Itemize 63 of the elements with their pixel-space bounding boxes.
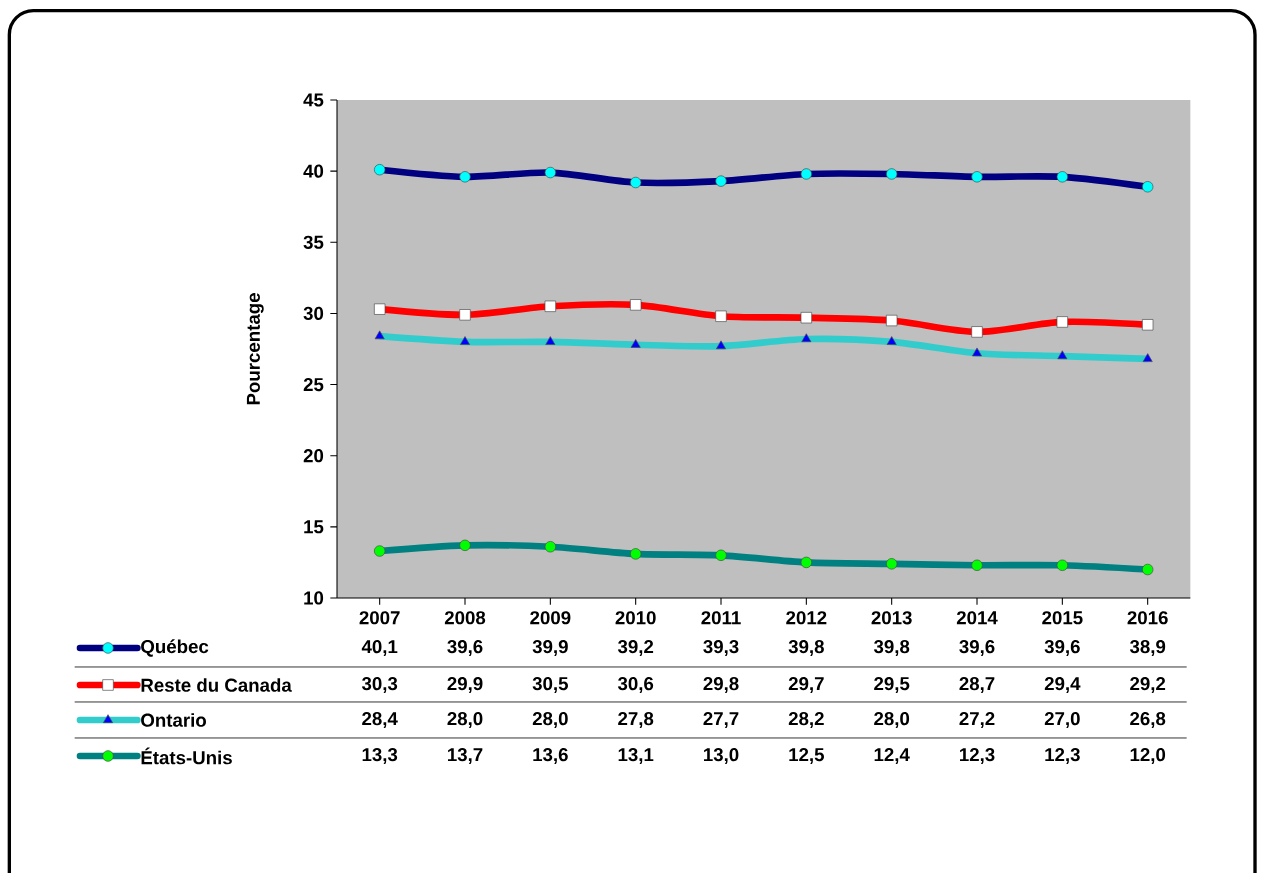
y-tick-label: 45: [303, 93, 324, 107]
data-label: 39,9: [532, 640, 568, 656]
data-label: 30,3: [361, 677, 398, 693]
data-label: 30,6: [617, 677, 654, 693]
data-label: 12,4: [874, 748, 910, 764]
data-label: 13,1: [618, 748, 654, 764]
legend-label: Reste du Canada: [141, 678, 292, 692]
y-tick-label: 20: [303, 449, 324, 463]
x-tick-label: 2010: [615, 611, 656, 625]
data-label: 29,2: [1130, 677, 1166, 693]
legend-label: États-Unis: [141, 747, 232, 765]
x-tick-label: 2012: [786, 611, 827, 625]
data-label: 39,8: [873, 640, 910, 656]
data-label: 12,0: [1130, 748, 1166, 764]
legend-label: Québec: [141, 639, 209, 657]
data-label: 28,0: [532, 712, 568, 728]
data-label: 39,3: [703, 640, 739, 656]
data-label: 27,0: [1044, 712, 1080, 728]
data-label: 39,8: [788, 640, 824, 656]
x-tick-label: 2008: [444, 611, 486, 625]
data-label: 39,6: [1044, 640, 1080, 656]
data-label: 28,7: [959, 677, 995, 693]
y-axis-title: Pourcentage: [246, 293, 264, 405]
data-label: 27,2: [959, 712, 995, 728]
data-label: 12,3: [1045, 748, 1080, 764]
legend-label: Ontario: [141, 713, 206, 727]
data-label: 13,7: [448, 748, 483, 764]
data-label: 13,3: [362, 748, 398, 764]
data-label: 29,4: [1044, 677, 1081, 693]
data-label: 29,9: [447, 677, 483, 693]
x-tick-label: 2009: [530, 611, 571, 625]
data-label: 26,8: [1130, 712, 1166, 728]
data-label: 28,0: [447, 712, 483, 728]
data-label: 40,1: [361, 640, 398, 656]
data-label: 12,3: [960, 748, 995, 764]
y-tick-label: 15: [304, 520, 324, 534]
data-label: 13,0: [704, 748, 739, 764]
data-label: 39,6: [959, 640, 995, 656]
x-tick-label: 2007: [359, 611, 400, 625]
y-tick-label: 40: [303, 164, 324, 178]
x-tick-label: 2014: [956, 611, 998, 625]
data-label: 29,8: [703, 677, 739, 693]
data-label: 28,2: [788, 712, 824, 728]
data-label: 39,6: [447, 640, 483, 656]
y-tick-label: 30: [303, 306, 324, 321]
data-label: 12,5: [789, 748, 824, 764]
data-label: 39,2: [617, 640, 654, 656]
data-label: 29,5: [874, 677, 910, 693]
data-label: 13,6: [533, 748, 568, 764]
data-label: 28,0: [874, 712, 910, 728]
data-label: 30,5: [532, 677, 568, 693]
y-tick-label: 35: [303, 235, 324, 249]
x-tick-label: 2011: [701, 611, 741, 625]
data-label: 28,4: [362, 712, 398, 728]
data-label: 29,7: [788, 677, 824, 693]
y-tick-label: 25: [303, 377, 324, 392]
y-tick-label: 10: [304, 591, 324, 605]
x-tick-label: 2013: [871, 611, 912, 625]
x-tick-label: 2016: [1127, 611, 1168, 625]
data-label: 38,9: [1129, 640, 1166, 656]
data-label: 27,7: [703, 712, 739, 728]
x-tick-label: 2015: [1042, 611, 1083, 625]
data-label: 27,8: [618, 712, 654, 728]
